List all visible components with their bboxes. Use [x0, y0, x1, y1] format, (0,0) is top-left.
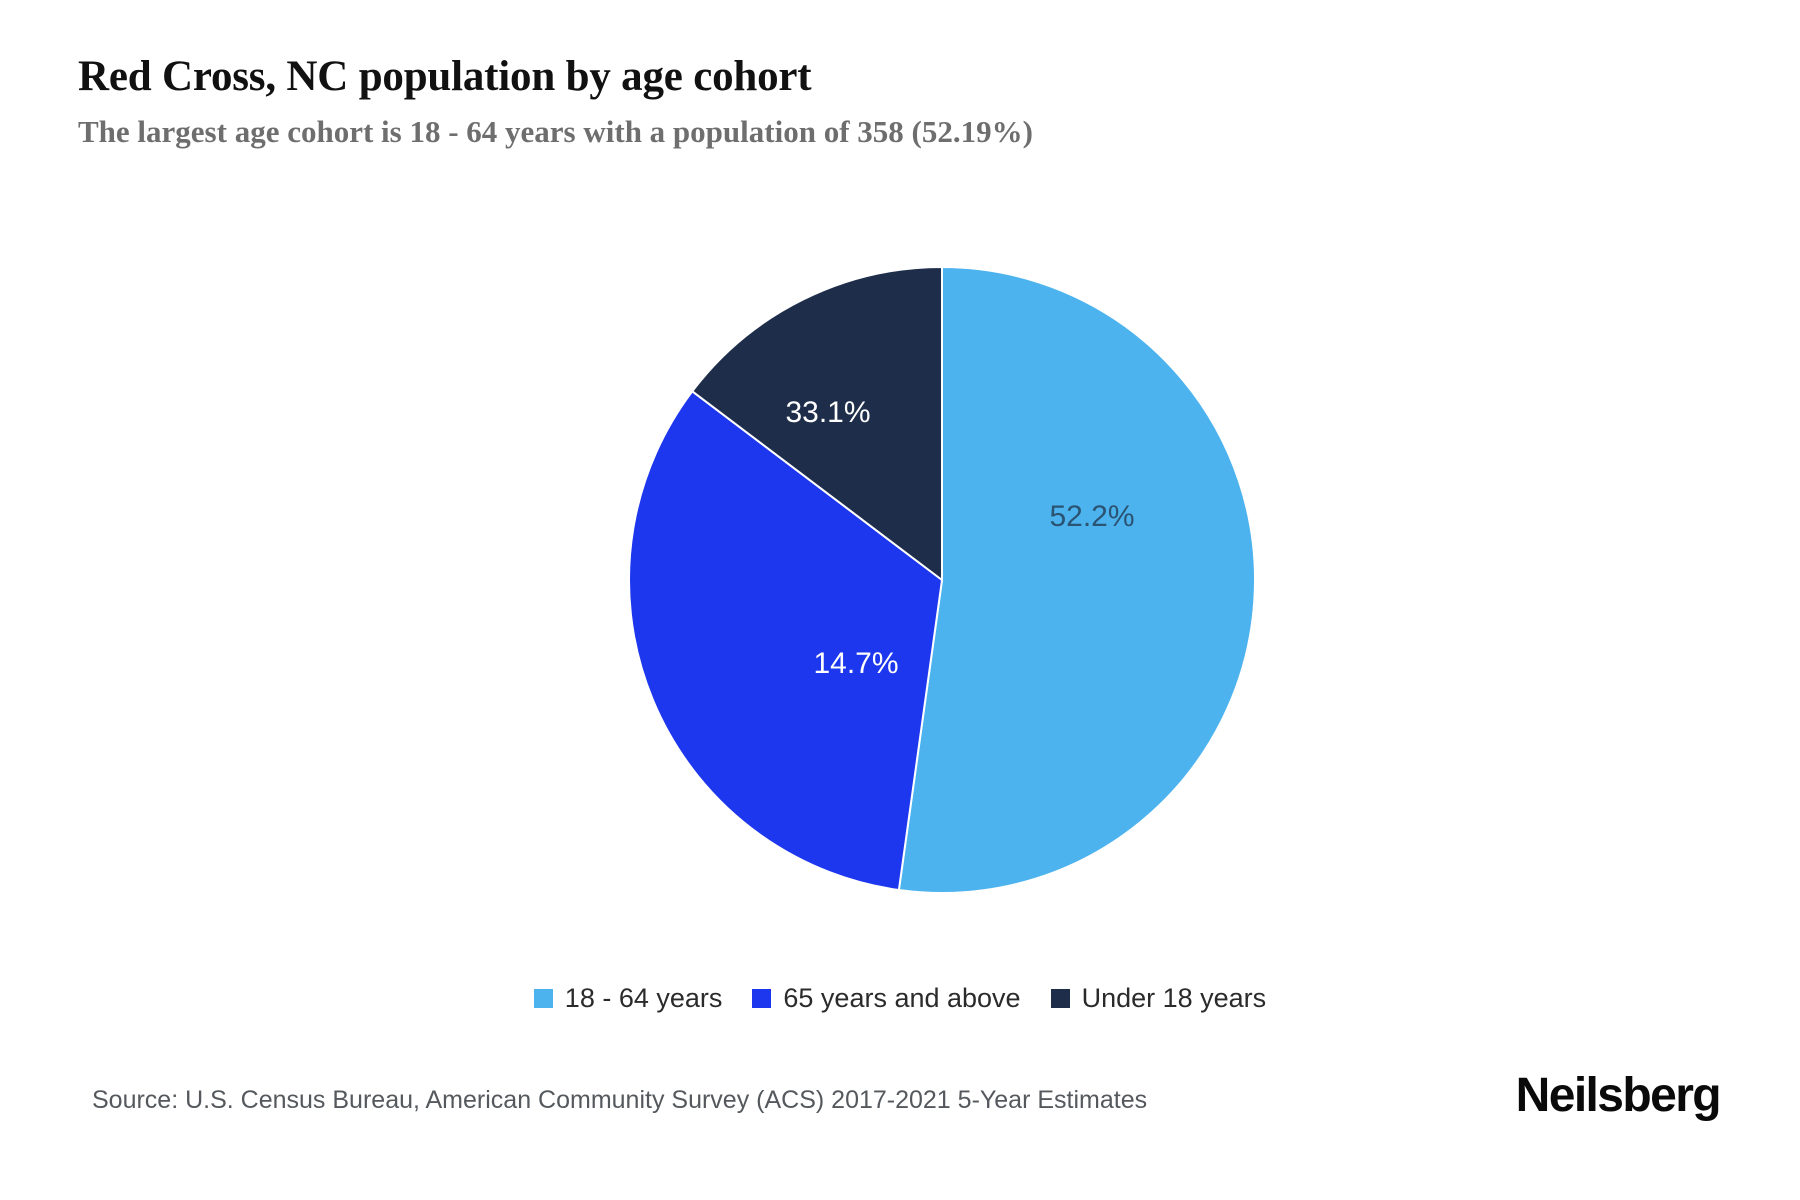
chart-footer: Source: U.S. Census Bureau, American Com… — [0, 1069, 1800, 1148]
pie-slice[interactable] — [690, 265, 943, 583]
pie-slice-label: 52.2% — [1049, 500, 1134, 533]
source-note: Source: U.S. Census Bureau, American Com… — [92, 1086, 1148, 1114]
legend-item-label: Under 18 years — [1081, 983, 1267, 1013]
pie-chart-plot-area: 52.2% 33.1% 14.7% — [0, 230, 1800, 930]
pie-slice-label: 33.1% — [785, 396, 870, 429]
legend-item[interactable]: 18 - 64 years — [533, 983, 723, 1013]
pie-chart-svg: 52.2% 33.1% 14.7% — [628, 265, 1256, 894]
pie-slice-label: 14.7% — [813, 647, 898, 680]
pie-slice-group — [628, 265, 1256, 894]
pie-label-group: 52.2% 33.1% 14.7% — [785, 396, 1134, 680]
legend-swatch-icon — [1050, 989, 1070, 1008]
pie-slice[interactable] — [628, 389, 944, 892]
legend-item-label: 65 years and above — [783, 983, 1021, 1013]
chart-subtitle: The largest age cohort is 18 - 64 years … — [78, 114, 1033, 150]
legend-item-label: 18 - 64 years — [564, 983, 723, 1013]
legend-swatch-icon — [533, 989, 553, 1008]
legend-item[interactable]: Under 18 years — [1050, 983, 1267, 1013]
page-title: Red Cross, NC population by age cohort — [78, 53, 812, 100]
legend-item[interactable]: 65 years and above — [752, 983, 1021, 1013]
brand-logo: Neilsberg — [1515, 1069, 1722, 1122]
legend-swatch-icon — [752, 989, 772, 1008]
chart-header: Red Cross, NC population by age cohort T… — [78, 52, 1678, 151]
pie-slice[interactable] — [897, 265, 1256, 894]
chart-legend: 18 - 64 years 65 years and above Under 18 … — [0, 985, 1800, 1012]
